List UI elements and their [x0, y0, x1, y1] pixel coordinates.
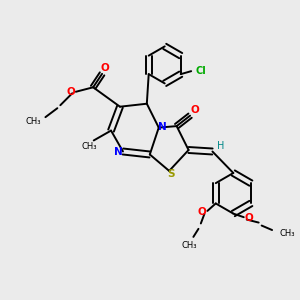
- Text: Cl: Cl: [195, 66, 206, 76]
- Text: CH₃: CH₃: [82, 142, 97, 151]
- Text: O: O: [191, 105, 200, 115]
- Text: N: N: [114, 147, 123, 158]
- Text: CH₃: CH₃: [182, 241, 197, 250]
- Text: O: O: [198, 207, 206, 218]
- Text: CH₃: CH₃: [26, 117, 41, 126]
- Text: O: O: [66, 87, 75, 97]
- Text: S: S: [167, 169, 174, 179]
- Text: O: O: [101, 63, 110, 73]
- Text: CH₃: CH₃: [280, 229, 295, 238]
- Text: H: H: [217, 141, 224, 151]
- Text: N: N: [158, 122, 167, 132]
- Text: O: O: [245, 213, 254, 223]
